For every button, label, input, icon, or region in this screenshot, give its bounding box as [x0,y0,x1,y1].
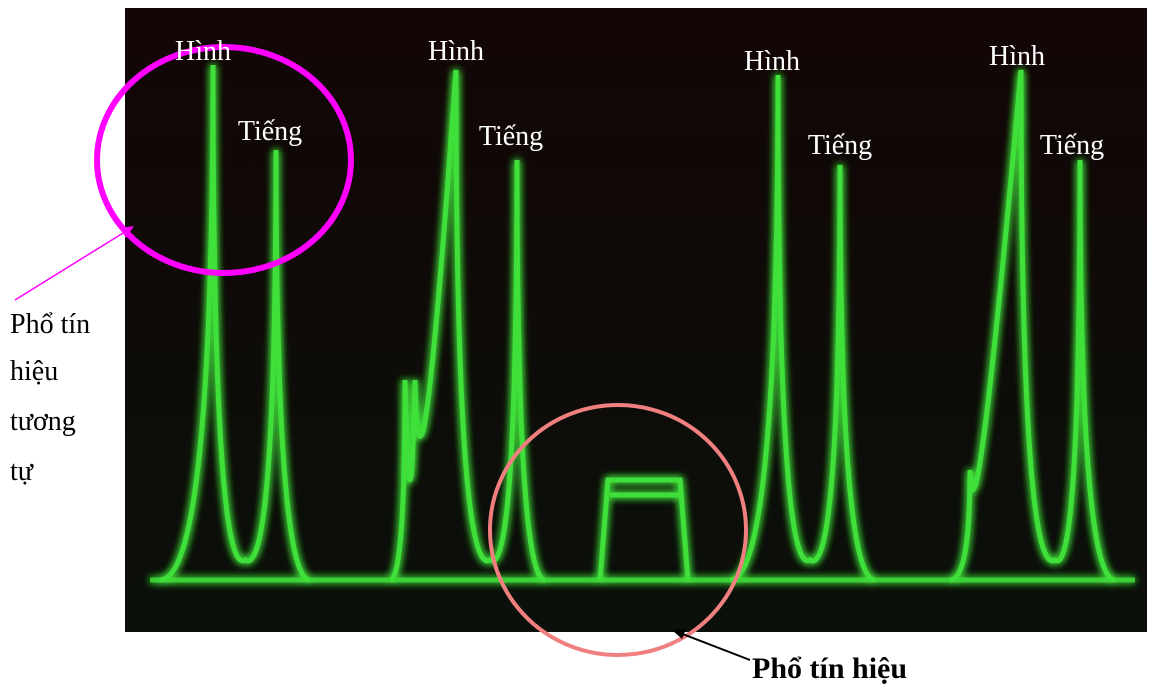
digital-label: Phổ tín hiệu [752,652,907,685]
peak-label: Tiếng [808,130,872,161]
digital-arrow [680,633,750,660]
peak-label: Hình [428,36,484,67]
analog-label: tương [10,406,76,437]
peak-label: Tiếng [1040,130,1104,161]
peak-label: Hình [989,41,1045,72]
analog-arrow [15,230,128,300]
analog-label: hiệu [10,356,58,387]
peak-label: Hình [744,46,800,77]
peak-label: Tiếng [479,121,543,152]
analog-label: Phổ tín [10,309,90,340]
peak-label: Hình [175,36,231,67]
figure: Hình Tiếng Hình Tiếng Hình Tiếng Hình Ti… [0,0,1158,691]
analog-label: tự [10,456,34,487]
peak-label: Tiếng [238,116,302,147]
